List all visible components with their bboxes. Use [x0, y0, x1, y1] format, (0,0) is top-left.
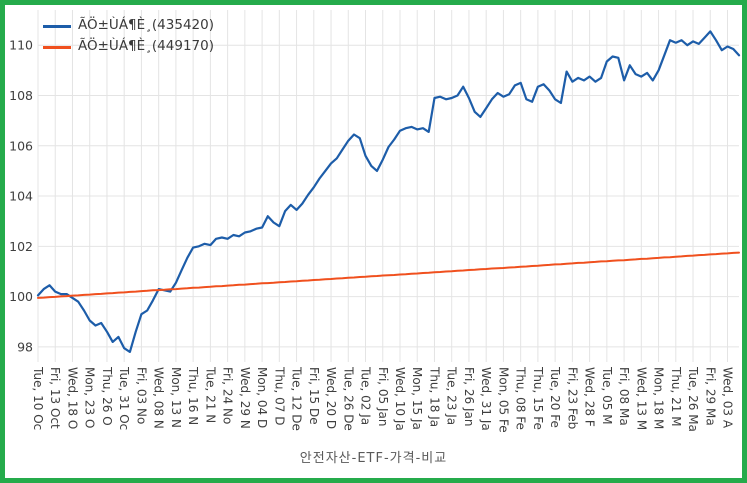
x-axis-tick-label: Mon, 23 O [83, 367, 97, 428]
x-axis-tick-label: Fri, 13 Oct [48, 367, 62, 429]
x-axis-tick-label: Tue, 20 Fe [548, 366, 562, 428]
x-axis-tick-label: Fri, 03 No [134, 367, 148, 424]
x-axis-tick-label: Wed, 29 N [238, 367, 252, 429]
series-line-435420 [36, 30, 741, 353]
x-axis-tick-label: Wed, 10 Ja [393, 367, 407, 431]
x-axis-tick-label: Fri, 24 No [221, 367, 235, 424]
x-axis-tick-label: Tue, 12 De [290, 366, 304, 431]
x-axis-tick-label: Wed, 13 M [634, 367, 648, 430]
legend-line-swatch-orange [43, 45, 71, 49]
x-axis-tick-label: Fri, 29 Ma [703, 367, 717, 426]
y-axis-tick-label: 108 [9, 88, 33, 103]
x-axis-tick-label: Wed, 20 D [324, 367, 338, 429]
legend-label-449170: ÃÖ±ÙÁ¶È¸(449170) [78, 38, 214, 55]
x-axis-tick-label: Thu, 16 N [186, 366, 200, 425]
y-axis-tick-label: 104 [9, 189, 33, 204]
x-axis-tick-label: Mon, 05 Fe [496, 367, 510, 433]
x-axis-tick-label: Mon, 18 M [652, 367, 666, 429]
x-axis-tick-label: Mon, 15 Ja [410, 367, 424, 430]
x-axis-tick-label: Thu, 07 D [272, 366, 286, 426]
x-axis-tick-label: Fri, 08 Ma [617, 367, 631, 426]
x-axis-tick-label: Tue, 31 Oc [117, 366, 131, 430]
x-axis-tick-label: Tue, 10 Oc [31, 366, 45, 430]
x-axis-tick-label: Thu, 26 O [100, 366, 114, 426]
x-axis-tick-label: Mon, 13 N [169, 367, 183, 428]
y-axis-tick-label: 102 [9, 239, 33, 254]
x-axis-tick-label: Wed, 08 N [152, 367, 166, 429]
x-axis-tick-label: Thu, 15 Fe [531, 366, 545, 430]
x-axis-tick-label: Fri, 26 Jan [462, 367, 476, 427]
chart-legend: ÃÖ±ÙÁ¶È¸(435420) ÃÖ±ÙÁ¶È¸(449170) [43, 17, 214, 56]
x-axis-tick-label: Wed, 03 A [721, 367, 735, 429]
x-axis-tick-label: Fri, 05 Jan [376, 367, 390, 427]
x-axis-tick-label: Wed, 31 Ja [479, 367, 493, 431]
x-axis-tick-label: Wed, 28 F [583, 367, 597, 427]
y-axis-tick-label: 98 [17, 339, 33, 354]
y-axis-tick-label: 106 [9, 138, 33, 153]
x-axis-tick-label: Tue, 23 Ja [445, 366, 459, 425]
x-axis-tick-label: Thu, 08 Fe [514, 366, 528, 430]
chart-title: 안전자산-ETF-가격-비교 [299, 451, 448, 466]
x-axis-tick-label: Thu, 21 M [669, 366, 683, 427]
x-axis-tick-label: Mon, 04 D [255, 367, 269, 428]
x-axis-tick-label: Thu, 18 Ja [427, 366, 441, 427]
legend-item-449170: ÃÖ±ÙÁ¶È¸(449170) [43, 38, 214, 56]
x-axis-tick-label: Fri, 15 De [307, 367, 321, 425]
y-axis-tick-label: 110 [9, 38, 33, 53]
x-axis-tick-label: Tue, 26 Ma [686, 366, 700, 432]
y-axis-tick-label: 100 [9, 289, 33, 304]
x-axis-tick-label: Fri, 23 Feb [565, 367, 579, 429]
x-axis-tick-label: Wed, 18 O [65, 367, 79, 429]
series-line-449170 [37, 251, 740, 299]
x-axis-tick-label: Tue, 05 M [600, 366, 614, 425]
legend-item-435420: ÃÖ±ÙÁ¶È¸(435420) [43, 17, 214, 35]
x-axis-tick-label: Tue, 26 De [341, 366, 355, 431]
legend-label-435420: ÃÖ±ÙÁ¶È¸(435420) [78, 17, 214, 34]
chart-canvas: 98 100 102 104 106 108 110 Tue, 10 Oc Fri, 13 Oc… [9, 10, 741, 433]
x-axis-tick-label: Tue, 21 N [203, 366, 217, 423]
x-axis-tick-label: Tue, 02 Ja [359, 366, 373, 425]
legend-line-swatch-blue [43, 24, 71, 28]
